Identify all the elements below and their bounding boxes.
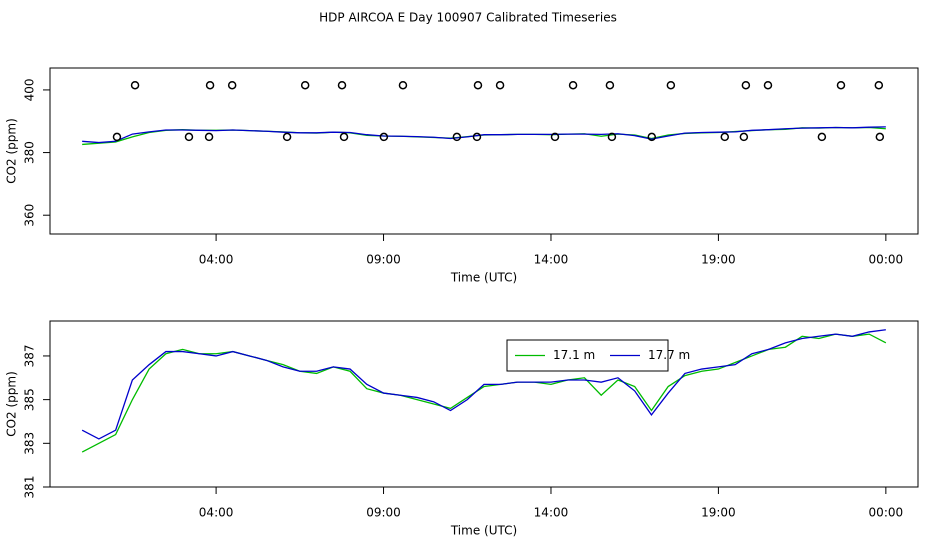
data-point (337, 80, 347, 90)
y-axis-label: CO2 (ppm) (5, 371, 19, 437)
data-point (741, 80, 751, 90)
x-tick-label: 00:00 (869, 506, 904, 520)
y-tick-label: 381 (23, 476, 37, 499)
data-point (720, 132, 730, 142)
x-tick-label: 09:00 (366, 253, 401, 267)
y-tick-label: 387 (23, 344, 37, 367)
data-point (130, 80, 140, 90)
y-tick-label: 383 (23, 432, 37, 455)
x-axis-label: Time (UTC) (450, 524, 517, 538)
y-axis-label: CO2 (ppm) (5, 118, 19, 184)
x-tick-label: 09:00 (366, 506, 401, 520)
data-point (874, 80, 884, 90)
data-point (282, 132, 292, 142)
y-tick-label: 385 (23, 388, 37, 411)
data-point (204, 132, 214, 142)
x-tick-label: 14:00 (534, 506, 569, 520)
data-point (473, 80, 483, 90)
data-point (875, 132, 885, 142)
data-point (763, 80, 773, 90)
data-point (568, 80, 578, 90)
data-point (550, 132, 560, 142)
x-tick-label: 00:00 (869, 253, 904, 267)
data-point (647, 132, 657, 142)
y-tick-label: 400 (23, 78, 37, 101)
data-point (339, 132, 349, 142)
x-axis-label: Time (UTC) (450, 271, 517, 285)
y-tick-label: 360 (23, 204, 37, 227)
data-point (817, 132, 827, 142)
data-point (495, 80, 505, 90)
page-title: HDP AIRCOA E Day 100907 Calibrated Times… (319, 11, 617, 25)
data-point (607, 132, 617, 142)
data-point (666, 80, 676, 90)
x-tick-label: 04:00 (199, 506, 234, 520)
data-point (472, 132, 482, 142)
data-point (227, 80, 237, 90)
x-tick-label: 19:00 (701, 506, 736, 520)
data-line (81, 333, 887, 453)
y-tick-label: 380 (23, 141, 37, 164)
data-point (184, 132, 194, 142)
legend-label: 17.1 m (553, 348, 595, 362)
data-point (398, 80, 408, 90)
data-point (605, 80, 615, 90)
data-point (836, 80, 846, 90)
data-line (81, 329, 886, 440)
data-point (300, 80, 310, 90)
x-tick-label: 19:00 (701, 253, 736, 267)
data-point (379, 132, 389, 142)
data-line (82, 126, 886, 144)
x-tick-label: 14:00 (534, 253, 569, 267)
legend-label: 17.7 m (648, 348, 690, 362)
x-tick-label: 04:00 (199, 253, 234, 267)
data-point (739, 132, 749, 142)
data-point (452, 132, 462, 142)
plot-frame (49, 67, 919, 235)
data-point (112, 132, 122, 142)
data-point (205, 80, 215, 90)
